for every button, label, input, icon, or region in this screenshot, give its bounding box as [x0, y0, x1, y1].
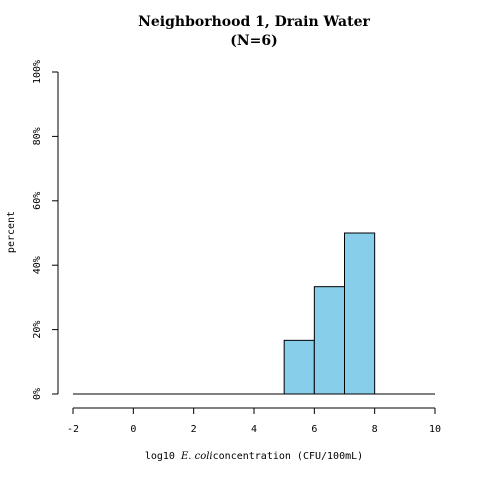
chart-title-line2: (N=6) [230, 33, 278, 49]
x-tick-label-5: 8 [372, 424, 378, 435]
x-tick-label-1: 0 [130, 424, 136, 435]
x-tick-label-0: -2 [67, 424, 79, 435]
y-tick-label-2: 40% [32, 256, 43, 274]
x-axis-label-italic: E. coli [180, 451, 213, 462]
chart-title-line1: Neighborhood 1, Drain Water [138, 14, 370, 30]
histogram-bar-9 [345, 233, 375, 394]
x-axis-label-prefix: log10 [145, 451, 181, 462]
y-tick-label-0: 0% [32, 388, 43, 400]
y-tick-label-4: 80% [32, 127, 43, 145]
x-tick-label-3: 4 [251, 424, 257, 435]
y-tick-label-3: 60% [32, 192, 43, 210]
y-axis: 0% 20% 40% 60% 80% 100% [32, 60, 58, 400]
histogram-bar-8 [314, 287, 344, 394]
y-axis-label: percent [6, 211, 17, 253]
x-tick-label-6: 10 [429, 424, 441, 435]
x-axis: -2 0 2 4 6 8 10 [67, 408, 441, 435]
bars-group [73, 233, 435, 394]
histogram-bar-7 [284, 340, 314, 394]
x-tick-label-2: 2 [191, 424, 197, 435]
x-tick-label-4: 6 [311, 424, 317, 435]
x-axis-label-suffix: concentration (CFU/100mL) [213, 451, 364, 462]
y-tick-label-1: 20% [32, 321, 43, 339]
x-axis-label: log10 E. coliconcentration (CFU/100mL) [145, 451, 363, 462]
y-tick-label-5: 100% [32, 60, 43, 84]
